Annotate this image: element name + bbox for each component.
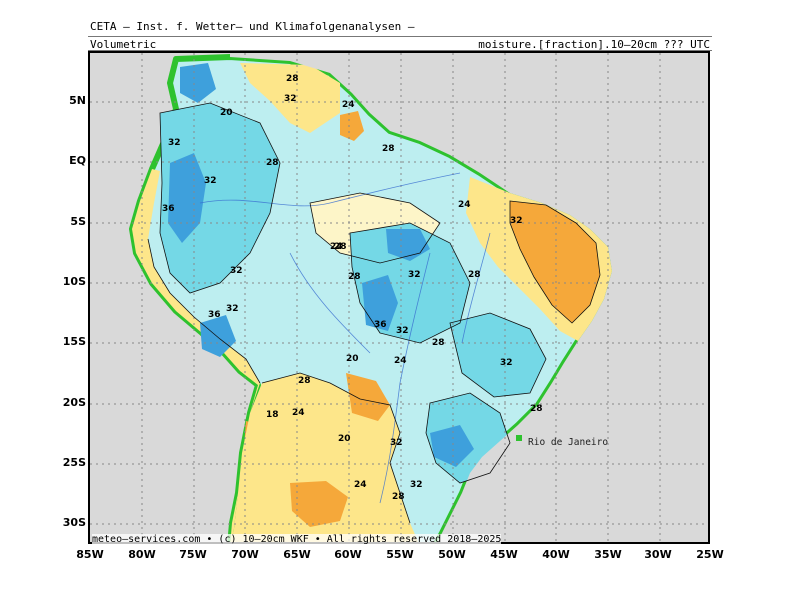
contour-label: 28 [468, 270, 481, 280]
lat-label-5s: 5S [70, 215, 86, 228]
lon-label-65w: 65W [283, 548, 311, 561]
contour-label: 32 [390, 438, 403, 448]
chaco-dry-orange [290, 481, 348, 527]
contour-label: 32 [204, 176, 217, 186]
contour-label: 28 [298, 376, 311, 386]
lat-label-eq: EQ [69, 154, 86, 167]
contour-label: 28 [266, 158, 279, 168]
wet-core-bolivia [200, 315, 236, 357]
contour-label: 28 [432, 338, 445, 348]
header-divider-top [88, 36, 712, 37]
contour-label: 32 [284, 94, 297, 104]
lon-label-45w: 45W [490, 548, 518, 561]
mato-grosso-moist [450, 313, 546, 397]
copyright-footer: meteo—services.com • (c) 10—20cm WKF • A… [92, 534, 502, 545]
guiana-orange [340, 111, 364, 141]
contour-label: 20 [338, 434, 351, 444]
soil-moisture-map: 28 32 20 24 32 32 28 36 32 36 32 28 24 3… [88, 51, 710, 544]
northeast-dry-orange [510, 201, 600, 323]
contour-label: 24 [330, 242, 343, 252]
atlantic-ocean-mask [230, 53, 708, 542]
lon-label-80w: 80W [128, 548, 156, 561]
organization-title: CETA — Inst. f. Wetter— und Klimafolgena… [90, 20, 415, 33]
contour-label: 24 [342, 100, 355, 110]
contour-label: 18 [266, 410, 279, 420]
contour-label: 36 [374, 320, 387, 330]
contour-label: 28 [348, 272, 361, 282]
contour-label: 28 [286, 74, 299, 84]
contour-label: 32 [500, 358, 513, 368]
graticule [90, 53, 708, 542]
contour-label: 28 [392, 492, 405, 502]
wet-core-northwest [180, 63, 216, 103]
lat-label-10s: 10S [62, 275, 86, 288]
wet-core-colombia [168, 153, 206, 243]
city-marker [516, 435, 522, 441]
city-label: Rio de Janeiro [528, 437, 608, 448]
contour-label: 24 [458, 200, 471, 210]
amazon-west-moist [160, 103, 280, 293]
lon-label-60w: 60W [334, 548, 362, 561]
pampas-dry-orange [346, 373, 390, 421]
contour-label: 32 [396, 326, 409, 336]
variable-title: Volumetric [90, 38, 157, 51]
lat-label-30s: 30S [62, 516, 86, 529]
lon-label-50w: 50W [438, 548, 466, 561]
lon-label-70w: 70W [231, 548, 259, 561]
lon-label-40w: 40W [542, 548, 570, 561]
contour-lines [147, 102, 601, 524]
contour-label: 32 [510, 216, 523, 226]
lat-label-5n: 5N [69, 94, 86, 107]
contour-label: 32 [168, 138, 181, 148]
contour-label: 28 [382, 144, 395, 154]
lat-label-15s: 15S [62, 335, 86, 348]
header-divider-bottom [88, 50, 712, 51]
contour-label: 28 [530, 404, 543, 414]
lon-label-25w: 25W [696, 548, 724, 561]
lon-label-55w: 55W [386, 548, 414, 561]
contour-label: 24 [394, 356, 407, 366]
contour-label: 36 [208, 310, 221, 320]
lat-label-25s: 25S [62, 456, 86, 469]
lon-label-35w: 35W [594, 548, 622, 561]
contour-label: 32 [230, 266, 243, 276]
contour-label: 24 [292, 408, 305, 418]
rivers [199, 172, 491, 504]
contour-label: 36 [162, 204, 175, 214]
andes-dry-strip [132, 169, 260, 542]
contour-label: 20 [346, 354, 359, 364]
wet-core-south [430, 425, 474, 467]
variable-units: moisture.[fraction].10—20cm ??? UTC [478, 38, 710, 51]
lon-label-85w: 85W [76, 548, 104, 561]
contour-label: 32 [410, 480, 423, 490]
contour-label: 32 [408, 270, 421, 280]
lat-label-20s: 20S [62, 396, 86, 409]
lon-label-30w: 30W [644, 548, 672, 561]
contour-label: 20 [220, 108, 233, 118]
contour-label: 32 [226, 304, 239, 314]
contour-label: 28 [334, 242, 347, 252]
contour-label: 24 [354, 480, 367, 490]
wet-core-central [362, 275, 398, 331]
guiana-cream [240, 63, 340, 133]
lon-label-75w: 75W [179, 548, 207, 561]
